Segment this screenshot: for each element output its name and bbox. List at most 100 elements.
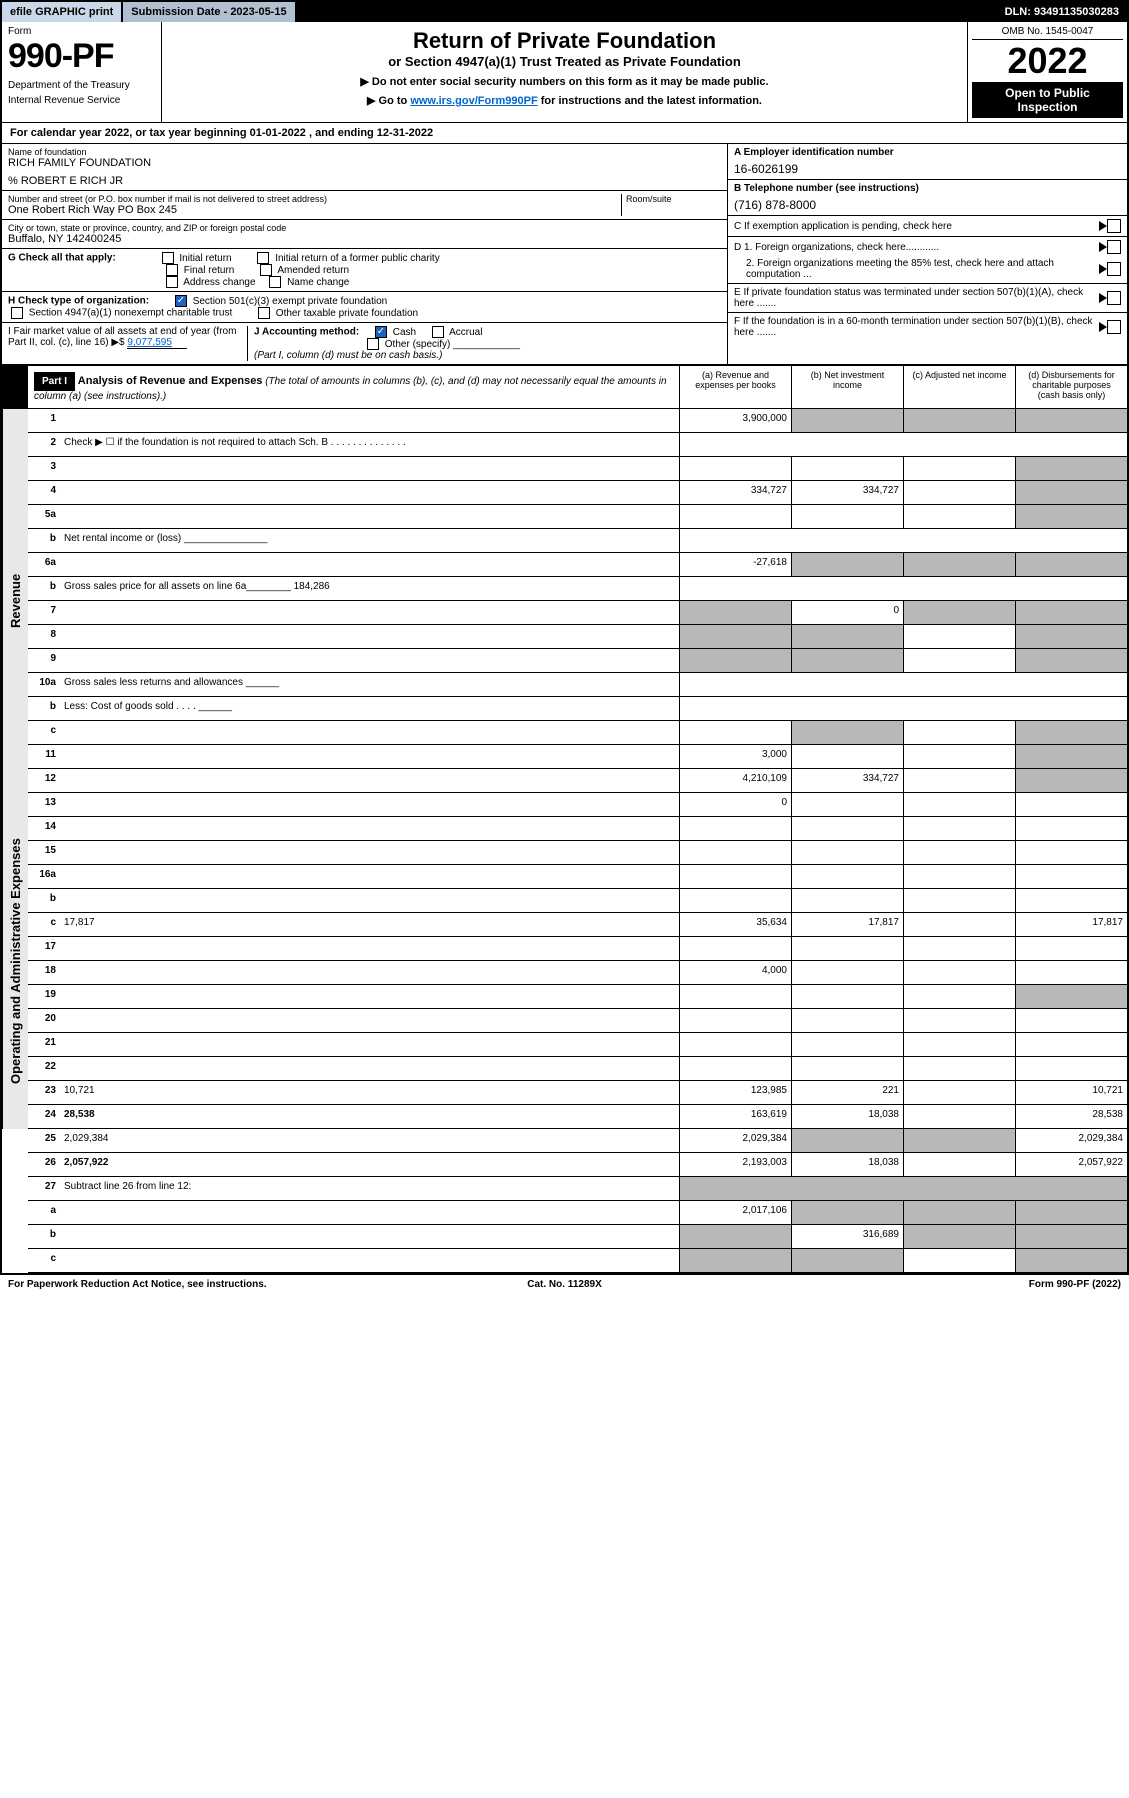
h-opt-3: Other taxable private foundation <box>276 308 418 319</box>
row-desc <box>60 865 679 888</box>
cell-d <box>1015 649 1127 672</box>
initial-return-check[interactable] <box>162 252 174 264</box>
row-desc: 2,057,922 <box>60 1153 679 1176</box>
cell-c <box>903 457 1015 480</box>
cell-b <box>791 1033 903 1056</box>
col-d-header: (d) Disbursements for charitable purpose… <box>1015 366 1127 408</box>
g-opt-3: Amended return <box>277 265 349 276</box>
h-opt-2: Section 4947(a)(1) nonexempt charitable … <box>29 308 232 319</box>
g-opt-1: Initial return of a former public charit… <box>275 253 440 264</box>
row-number: 17 <box>28 937 60 960</box>
cell-b <box>791 1009 903 1032</box>
table-row: 27Subtract line 26 from line 12: <box>28 1177 1127 1201</box>
dln: DLN: 93491135030283 <box>997 2 1127 22</box>
form-subtitle: or Section 4947(a)(1) Trust Treated as P… <box>168 54 961 69</box>
cell-b <box>791 409 903 432</box>
row-number: 24 <box>28 1105 60 1128</box>
row-desc <box>60 625 679 648</box>
fmv-value[interactable]: 9,077,595 <box>127 337 187 349</box>
row-number: b <box>28 529 60 552</box>
cell-c <box>903 1081 1015 1104</box>
arrow-icon <box>1099 221 1107 231</box>
row-number: 15 <box>28 841 60 864</box>
h-label: H Check type of organization: <box>8 296 149 307</box>
address-change-check[interactable] <box>166 276 178 288</box>
form-ref: Form 990-PF (2022) <box>750 1279 1121 1290</box>
accrual-check[interactable] <box>432 326 444 338</box>
row-desc <box>60 889 679 912</box>
arrow-icon <box>1099 293 1107 303</box>
cell-c <box>903 553 1015 576</box>
phone-label: B Telephone number (see instructions) <box>734 183 919 194</box>
cell-d <box>1015 745 1127 768</box>
d2-check[interactable] <box>1107 262 1121 276</box>
name-change-check[interactable] <box>269 276 281 288</box>
j-other: Other (specify) <box>385 339 451 350</box>
row-number: 2 <box>28 433 60 456</box>
revenue-label: Revenue <box>2 409 28 793</box>
j-accrual: Accrual <box>449 327 482 338</box>
f-label: F If the foundation is in a 60-month ter… <box>734 316 1099 338</box>
row-number: 3 <box>28 457 60 480</box>
foundation-name: RICH FAMILY FOUNDATION <box>8 157 721 169</box>
g-opt-4: Address change <box>183 277 255 288</box>
table-row: 3 <box>28 457 1127 481</box>
cell-c <box>903 1249 1015 1272</box>
501c3-check[interactable] <box>175 295 187 307</box>
cell-a <box>679 817 791 840</box>
initial-public-check[interactable] <box>257 252 269 264</box>
row-desc <box>60 985 679 1008</box>
form-container: efile GRAPHIC print Submission Date - 20… <box>0 0 1129 1275</box>
table-row: 252,029,3842,029,3842,029,384 <box>28 1129 1127 1153</box>
cell-a: 2,029,384 <box>679 1129 791 1152</box>
table-row: 113,000 <box>28 745 1127 769</box>
other-taxable-check[interactable] <box>258 307 270 319</box>
form-link[interactable]: www.irs.gov/Form990PF <box>410 95 537 107</box>
city: Buffalo, NY 142400245 <box>8 233 721 245</box>
cell-b: 334,727 <box>791 769 903 792</box>
cell-a <box>679 457 791 480</box>
row-number: a <box>28 1201 60 1224</box>
cash-check[interactable] <box>375 326 387 338</box>
h-opt-1: Section 501(c)(3) exempt private foundat… <box>193 296 388 307</box>
cell-a <box>679 865 791 888</box>
row-desc <box>60 601 679 624</box>
table-row: 5a <box>28 505 1127 529</box>
other-method-check[interactable] <box>367 338 379 350</box>
row-desc: 2,029,384 <box>60 1129 679 1152</box>
col-a-header: (a) Revenue and expenses per books <box>679 366 791 408</box>
final-return-check[interactable] <box>166 264 178 276</box>
row-desc: Gross sales less returns and allowances … <box>60 673 679 696</box>
amended-check[interactable] <box>260 264 272 276</box>
row-number: c <box>28 721 60 744</box>
row-desc <box>60 1009 679 1032</box>
c-label: C If exemption application is pending, c… <box>734 221 1099 232</box>
cell-b <box>791 649 903 672</box>
e-check[interactable] <box>1107 291 1121 305</box>
cell-d <box>1015 505 1127 528</box>
cell-a: 2,193,003 <box>679 1153 791 1176</box>
expenses-label: Operating and Administrative Expenses <box>2 793 28 1129</box>
cell-b <box>791 1201 903 1224</box>
cell-d <box>1015 1033 1127 1056</box>
cell-b <box>791 553 903 576</box>
cell-b <box>791 625 903 648</box>
row-number: b <box>28 577 60 600</box>
cell-c <box>903 625 1015 648</box>
cell-b <box>791 1249 903 1272</box>
c-check[interactable] <box>1107 219 1121 233</box>
d1-check[interactable] <box>1107 240 1121 254</box>
cell-b <box>791 937 903 960</box>
cell-b <box>791 505 903 528</box>
row-number: 25 <box>28 1129 60 1152</box>
4947-check[interactable] <box>11 307 23 319</box>
row-number: 21 <box>28 1033 60 1056</box>
form-number: 990-PF <box>8 37 155 76</box>
row-number: b <box>28 1225 60 1248</box>
cell-d <box>1015 889 1127 912</box>
f-check[interactable] <box>1107 320 1121 334</box>
cell-c <box>903 1153 1015 1176</box>
cell-b <box>791 817 903 840</box>
cell-d <box>1015 817 1127 840</box>
cell-b <box>791 841 903 864</box>
